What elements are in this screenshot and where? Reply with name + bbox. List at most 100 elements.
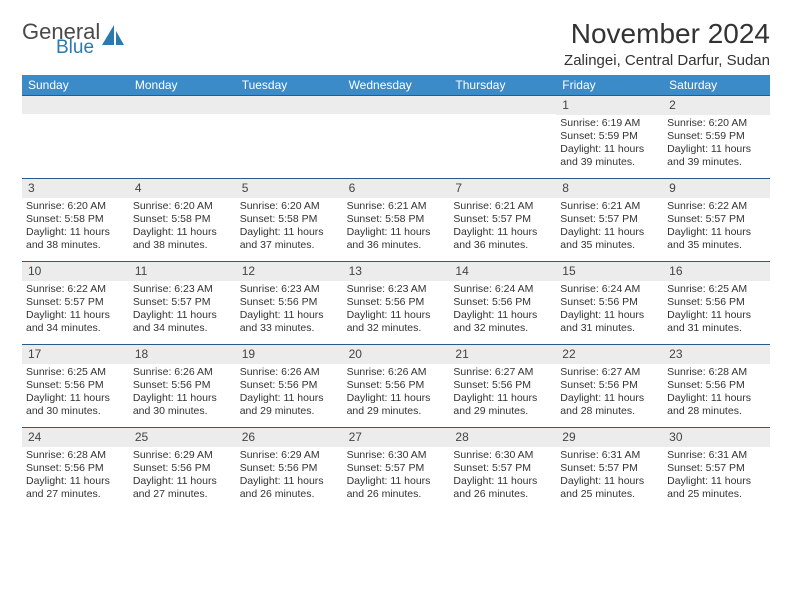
daylight1-text: Daylight: 11 hours — [667, 309, 766, 322]
daylight2-text: and 29 minutes. — [347, 405, 446, 418]
weekday-tuesday: Tuesday — [236, 75, 343, 95]
day-cell: 27Sunrise: 6:30 AMSunset: 5:57 PMDayligh… — [343, 428, 450, 510]
day-number — [22, 96, 129, 114]
sunrise-text: Sunrise: 6:23 AM — [240, 283, 339, 296]
daylight2-text: and 38 minutes. — [133, 239, 232, 252]
day-cell: 16Sunrise: 6:25 AMSunset: 5:56 PMDayligh… — [663, 262, 770, 344]
day-number — [449, 96, 556, 114]
sunrise-text: Sunrise: 6:27 AM — [560, 366, 659, 379]
weekday-wednesday: Wednesday — [343, 75, 450, 95]
day-cell — [129, 96, 236, 178]
day-cell: 28Sunrise: 6:30 AMSunset: 5:57 PMDayligh… — [449, 428, 556, 510]
sunrise-text: Sunrise: 6:19 AM — [560, 117, 659, 130]
sunrise-text: Sunrise: 6:26 AM — [347, 366, 446, 379]
day-cell: 20Sunrise: 6:26 AMSunset: 5:56 PMDayligh… — [343, 345, 450, 427]
daylight2-text: and 26 minutes. — [453, 488, 552, 501]
day-number: 24 — [22, 428, 129, 447]
day-cell: 21Sunrise: 6:27 AMSunset: 5:56 PMDayligh… — [449, 345, 556, 427]
sunset-text: Sunset: 5:56 PM — [453, 296, 552, 309]
day-number: 3 — [22, 179, 129, 198]
daylight2-text: and 28 minutes. — [667, 405, 766, 418]
sunset-text: Sunset: 5:58 PM — [133, 213, 232, 226]
day-number: 21 — [449, 345, 556, 364]
day-number: 26 — [236, 428, 343, 447]
daylight2-text: and 34 minutes. — [26, 322, 125, 335]
sunrise-text: Sunrise: 6:27 AM — [453, 366, 552, 379]
sunset-text: Sunset: 5:56 PM — [667, 379, 766, 392]
daylight2-text: and 29 minutes. — [240, 405, 339, 418]
day-number: 27 — [343, 428, 450, 447]
sunset-text: Sunset: 5:56 PM — [560, 379, 659, 392]
daylight2-text: and 31 minutes. — [560, 322, 659, 335]
day-number: 4 — [129, 179, 236, 198]
daylight1-text: Daylight: 11 hours — [453, 392, 552, 405]
daylight2-text: and 34 minutes. — [133, 322, 232, 335]
daylight1-text: Daylight: 11 hours — [453, 475, 552, 488]
sunrise-text: Sunrise: 6:29 AM — [133, 449, 232, 462]
day-cell: 17Sunrise: 6:25 AMSunset: 5:56 PMDayligh… — [22, 345, 129, 427]
sunrise-text: Sunrise: 6:21 AM — [560, 200, 659, 213]
daylight1-text: Daylight: 11 hours — [667, 392, 766, 405]
day-cell: 13Sunrise: 6:23 AMSunset: 5:56 PMDayligh… — [343, 262, 450, 344]
sunrise-text: Sunrise: 6:20 AM — [240, 200, 339, 213]
daylight1-text: Daylight: 11 hours — [667, 475, 766, 488]
sunrise-text: Sunrise: 6:24 AM — [560, 283, 659, 296]
daylight1-text: Daylight: 11 hours — [133, 226, 232, 239]
sunset-text: Sunset: 5:56 PM — [667, 296, 766, 309]
day-number: 13 — [343, 262, 450, 281]
day-number: 25 — [129, 428, 236, 447]
weekday-saturday: Saturday — [663, 75, 770, 95]
location: Zalingei, Central Darfur, Sudan — [564, 52, 770, 69]
sunrise-text: Sunrise: 6:20 AM — [133, 200, 232, 213]
day-cell: 12Sunrise: 6:23 AMSunset: 5:56 PMDayligh… — [236, 262, 343, 344]
sunrise-text: Sunrise: 6:23 AM — [133, 283, 232, 296]
daylight1-text: Daylight: 11 hours — [347, 309, 446, 322]
daylight1-text: Daylight: 11 hours — [453, 226, 552, 239]
daylight2-text: and 31 minutes. — [667, 322, 766, 335]
day-number: 6 — [343, 179, 450, 198]
daylight1-text: Daylight: 11 hours — [26, 226, 125, 239]
logo: General Blue — [22, 22, 70, 57]
day-number: 5 — [236, 179, 343, 198]
weeks-container: 1Sunrise: 6:19 AMSunset: 5:59 PMDaylight… — [22, 95, 770, 510]
day-cell: 19Sunrise: 6:26 AMSunset: 5:56 PMDayligh… — [236, 345, 343, 427]
day-number: 14 — [449, 262, 556, 281]
day-cell: 2Sunrise: 6:20 AMSunset: 5:59 PMDaylight… — [663, 96, 770, 178]
daylight1-text: Daylight: 11 hours — [347, 226, 446, 239]
day-cell: 6Sunrise: 6:21 AMSunset: 5:58 PMDaylight… — [343, 179, 450, 261]
day-number — [129, 96, 236, 114]
daylight2-text: and 37 minutes. — [240, 239, 339, 252]
sunset-text: Sunset: 5:59 PM — [667, 130, 766, 143]
day-number — [236, 96, 343, 114]
calendar: Sunday Monday Tuesday Wednesday Thursday… — [22, 75, 770, 510]
sunrise-text: Sunrise: 6:31 AM — [560, 449, 659, 462]
day-number — [343, 96, 450, 114]
weekday-monday: Monday — [129, 75, 236, 95]
sunset-text: Sunset: 5:57 PM — [453, 462, 552, 475]
sunset-text: Sunset: 5:57 PM — [133, 296, 232, 309]
day-cell — [343, 96, 450, 178]
daylight2-text: and 27 minutes. — [133, 488, 232, 501]
daylight2-text: and 36 minutes. — [347, 239, 446, 252]
day-cell: 18Sunrise: 6:26 AMSunset: 5:56 PMDayligh… — [129, 345, 236, 427]
sunset-text: Sunset: 5:57 PM — [667, 462, 766, 475]
daylight2-text: and 33 minutes. — [240, 322, 339, 335]
sunset-text: Sunset: 5:56 PM — [133, 379, 232, 392]
day-cell: 22Sunrise: 6:27 AMSunset: 5:56 PMDayligh… — [556, 345, 663, 427]
daylight1-text: Daylight: 11 hours — [26, 475, 125, 488]
sunset-text: Sunset: 5:56 PM — [26, 379, 125, 392]
day-number: 8 — [556, 179, 663, 198]
sunset-text: Sunset: 5:57 PM — [347, 462, 446, 475]
daylight2-text: and 26 minutes. — [347, 488, 446, 501]
weekday-sunday: Sunday — [22, 75, 129, 95]
logo-sail-icon — [100, 23, 126, 49]
day-cell: 14Sunrise: 6:24 AMSunset: 5:56 PMDayligh… — [449, 262, 556, 344]
weekday-thursday: Thursday — [449, 75, 556, 95]
day-cell — [236, 96, 343, 178]
sunset-text: Sunset: 5:57 PM — [26, 296, 125, 309]
sunset-text: Sunset: 5:58 PM — [26, 213, 125, 226]
daylight2-text: and 38 minutes. — [26, 239, 125, 252]
daylight1-text: Daylight: 11 hours — [453, 309, 552, 322]
daylight2-text: and 26 minutes. — [240, 488, 339, 501]
day-number: 20 — [343, 345, 450, 364]
